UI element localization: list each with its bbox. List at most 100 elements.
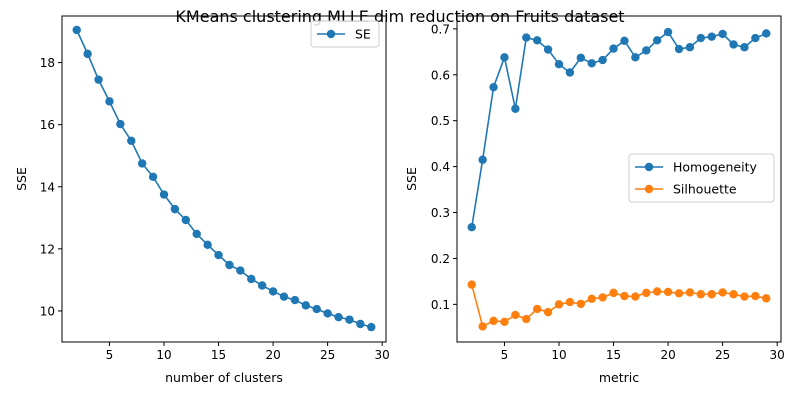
data-point-silhouette xyxy=(522,314,531,324)
data-point-homogeneity xyxy=(522,33,531,42)
series-line-silhouette xyxy=(470,284,767,328)
y-tick-label-right: 0.6 xyxy=(431,68,450,82)
data-point-homogeneity xyxy=(696,33,706,43)
data-point-se xyxy=(323,309,332,318)
legend-right: Homogeneity Silhouette xyxy=(628,153,775,203)
data-point-homogeneity xyxy=(565,68,575,77)
y-tick-label-left: 18 xyxy=(40,56,55,70)
data-point-se xyxy=(301,301,311,310)
data-point-se xyxy=(236,266,245,275)
data-point-homogeneity xyxy=(707,32,716,41)
data-point-homogeneity xyxy=(718,29,727,39)
data-point-se xyxy=(83,49,92,59)
data-point-silhouette xyxy=(609,288,618,298)
y-tick-label-left: 12 xyxy=(40,242,55,256)
y-tick-label-right: 0.4 xyxy=(431,160,450,174)
data-point-se xyxy=(105,97,114,106)
axes-frame-left xyxy=(61,15,387,343)
data-point-se xyxy=(170,204,180,214)
y-tick-label-right: 0.5 xyxy=(431,114,450,128)
legend-marker-silhouette xyxy=(644,184,654,194)
data-point-silhouette xyxy=(729,290,738,299)
data-point-silhouette xyxy=(652,287,662,296)
data-point-silhouette xyxy=(696,290,706,299)
y-tick-label-right: 0.3 xyxy=(431,206,450,220)
legend-label-se: SE xyxy=(355,27,371,42)
data-point-silhouette xyxy=(565,297,575,307)
legend-label-silhouette: Silhouette xyxy=(673,182,737,197)
data-point-homogeneity xyxy=(729,40,738,49)
data-point-silhouette xyxy=(478,322,487,331)
data-point-silhouette xyxy=(674,289,684,298)
data-point-silhouette xyxy=(500,317,509,326)
data-point-homogeneity xyxy=(554,60,564,69)
data-point-se xyxy=(356,319,365,329)
y-tick-label-left: 10 xyxy=(40,304,55,318)
data-point-homogeneity xyxy=(685,43,695,52)
y-axis-label-left: SSE xyxy=(14,167,29,191)
data-point-se xyxy=(257,281,267,290)
data-point-se xyxy=(137,159,147,168)
data-point-silhouette xyxy=(587,294,596,304)
data-point-silhouette xyxy=(576,299,586,309)
data-point-se xyxy=(72,25,81,35)
data-point-silhouette xyxy=(642,288,651,298)
x-tick-label-right: 30 xyxy=(770,348,785,362)
data-point-se xyxy=(334,312,343,322)
data-point-se xyxy=(214,250,223,260)
x-tick-label-left: 20 xyxy=(265,348,280,362)
legend-marker-homogeneity xyxy=(644,162,654,172)
data-point-silhouette xyxy=(751,291,760,301)
data-point-silhouette xyxy=(707,290,716,299)
data-point-homogeneity xyxy=(576,53,586,62)
figure-title: KMeans clustering MLLE dim reduction on … xyxy=(175,7,624,26)
data-point-homogeneity xyxy=(620,36,629,45)
data-point-silhouette xyxy=(631,292,640,301)
data-point-homogeneity xyxy=(663,27,673,37)
series-line-se xyxy=(76,29,372,328)
data-point-se xyxy=(345,315,354,324)
data-point-silhouette xyxy=(554,300,564,309)
data-point-se xyxy=(279,292,289,301)
series-line-homogeneity xyxy=(470,30,767,228)
data-point-homogeneity xyxy=(532,36,542,45)
data-point-homogeneity xyxy=(467,223,476,232)
x-axis-label-left: number of clusters xyxy=(165,370,283,385)
legend-marker-se xyxy=(326,29,336,39)
data-point-se xyxy=(94,75,103,84)
data-point-homogeneity xyxy=(751,33,760,43)
data-point-se xyxy=(159,190,169,199)
x-tick-label-right: 5 xyxy=(501,348,509,362)
data-point-homogeneity xyxy=(609,44,618,53)
plot-metrics-right: metric SSE 5 10 15 20 25 30 0.1 0.2 0.3 0.4 0.5 0.6… xyxy=(404,15,785,385)
data-point-homogeneity xyxy=(489,82,498,92)
x-tick-label-right: 25 xyxy=(715,348,730,362)
data-point-silhouette xyxy=(532,304,542,314)
data-point-se xyxy=(290,295,300,305)
data-point-silhouette xyxy=(620,291,629,301)
data-point-se xyxy=(116,119,125,129)
x-tick-label-left: 15 xyxy=(211,348,226,362)
data-point-silhouette xyxy=(663,287,673,297)
x-tick-label-right: 10 xyxy=(551,348,566,362)
data-point-homogeneity xyxy=(631,53,640,62)
x-tick-label-left: 25 xyxy=(320,348,335,362)
data-point-se xyxy=(367,322,376,332)
data-point-se xyxy=(225,260,234,270)
data-point-silhouette xyxy=(543,307,553,317)
data-point-silhouette xyxy=(740,292,749,301)
data-point-se xyxy=(312,304,321,314)
legend-box xyxy=(628,153,775,203)
data-point-se xyxy=(247,274,256,284)
data-point-homogeneity xyxy=(652,36,662,45)
data-point-silhouette xyxy=(489,316,498,326)
data-point-homogeneity xyxy=(500,53,509,62)
y-tick-label-right: 0.1 xyxy=(431,298,450,312)
data-point-silhouette xyxy=(511,310,520,320)
data-point-homogeneity xyxy=(740,43,749,52)
data-point-silhouette xyxy=(467,280,476,289)
data-point-homogeneity xyxy=(511,104,520,113)
x-tick-label-left: 10 xyxy=(156,348,171,362)
data-point-se xyxy=(203,240,212,250)
